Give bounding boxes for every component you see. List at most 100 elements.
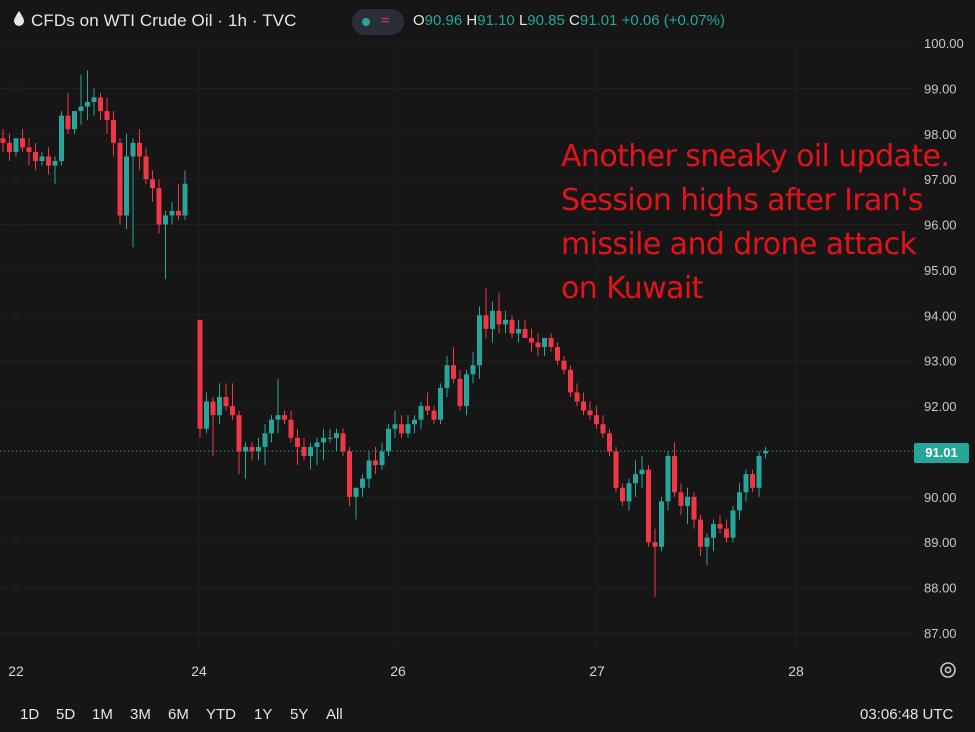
candle [78, 74, 84, 125]
candle-body [724, 528, 729, 538]
time-tick-label: 26 [390, 663, 406, 679]
candle-body [33, 151, 38, 161]
candle-body [204, 401, 209, 429]
candle [282, 410, 287, 425]
candle-body [425, 406, 430, 411]
candle-body [698, 519, 703, 547]
candle-body [295, 437, 300, 447]
candle [724, 519, 729, 543]
candle [646, 465, 651, 547]
close-label: C [569, 12, 580, 29]
candle-body [262, 433, 268, 447]
range-button-5y[interactable]: 5Y [290, 706, 309, 723]
candle-body [347, 451, 352, 497]
candle [7, 133, 12, 161]
time-tick-label: 22 [8, 663, 24, 679]
candle [143, 147, 149, 184]
candle-body [470, 365, 476, 375]
candle-body [243, 446, 248, 452]
range-button-1d[interactable]: 1D [20, 706, 40, 723]
candle-body [418, 406, 424, 420]
candle-body [756, 456, 762, 488]
settings-icon[interactable] [938, 660, 958, 680]
candle-body [130, 142, 136, 157]
range-button-all[interactable]: All [326, 706, 343, 723]
market-status-pill[interactable]: ≈ [352, 9, 404, 35]
candle-body [704, 537, 710, 547]
candle-body [98, 97, 103, 112]
candle [52, 156, 58, 184]
candle-body [111, 120, 116, 143]
candle [163, 210, 168, 279]
candle [334, 428, 339, 452]
candle [652, 528, 658, 597]
candle-body [176, 210, 181, 216]
candle [672, 442, 677, 497]
low-label: L [518, 12, 528, 29]
candle-body [457, 378, 463, 407]
wave-icon: ≈ [381, 12, 390, 29]
candle [347, 446, 352, 506]
candle [269, 415, 274, 443]
candle-body [496, 310, 502, 325]
candle-body [366, 460, 372, 479]
candle-body [522, 328, 528, 338]
range-button-6m[interactable]: 6M [168, 706, 189, 723]
range-button-1m[interactable]: 1M [92, 706, 113, 723]
symbol-title[interactable]: CFDs on WTI Crude Oil · 1h · TVC [31, 11, 297, 30]
grid-lines [0, 42, 914, 652]
price-chart[interactable]: 100.00 99.00 98.00 97.00 96.00 95.00 94.00 93.0… [0, 0, 975, 700]
candle-body [223, 397, 229, 407]
utc-clock[interactable]: 03:06:48 UTC [860, 706, 954, 723]
candle-body [737, 492, 742, 511]
candle [477, 306, 482, 379]
candle [737, 483, 742, 520]
market-open-dot-icon [362, 18, 370, 26]
range-button-ytd[interactable]: YTD [206, 706, 236, 723]
candle [98, 92, 103, 121]
candle-body [665, 456, 671, 502]
chart-header: CFDs on WTI Crude Oil · 1h · TVC ≈ O90.9… [0, 0, 975, 42]
candle-body [327, 437, 333, 439]
price-tick-label: 90.00 [924, 490, 957, 505]
price-tick-label: 94.00 [924, 308, 957, 323]
candle-body [117, 142, 123, 216]
candle [405, 415, 411, 438]
candle [197, 319, 203, 438]
candle [594, 406, 599, 429]
candle [379, 442, 385, 470]
candle [256, 437, 261, 461]
candles [0, 70, 768, 597]
candle [46, 147, 51, 175]
candle-body [236, 415, 242, 452]
range-button-5d[interactable]: 5D [56, 706, 76, 723]
candle-body [386, 428, 391, 452]
candle [111, 111, 116, 157]
candle [587, 401, 593, 420]
candle [204, 392, 209, 434]
candle-body [269, 419, 274, 434]
candle [340, 428, 346, 456]
candle [743, 469, 749, 502]
candle-body [288, 419, 294, 438]
candle-body [581, 401, 586, 411]
candle-body [150, 179, 155, 189]
candle [230, 383, 235, 420]
time-axis: 22 24 26 27 28 [8, 663, 804, 679]
candle [91, 88, 97, 116]
candle [295, 428, 300, 466]
range-button-3m[interactable]: 3M [130, 706, 151, 723]
candle [444, 356, 450, 397]
candle-body [717, 524, 723, 529]
candle [150, 170, 155, 202]
high-label: H [466, 12, 478, 29]
range-button-1y[interactable]: 1Y [254, 706, 273, 723]
candle-body [639, 469, 645, 475]
candle-body [672, 456, 677, 493]
candle-body [78, 106, 84, 112]
price-tick-label: 93.00 [924, 354, 957, 369]
candle [678, 483, 684, 515]
candle [72, 111, 77, 134]
candle-body [217, 397, 222, 416]
candle-body [197, 319, 203, 429]
